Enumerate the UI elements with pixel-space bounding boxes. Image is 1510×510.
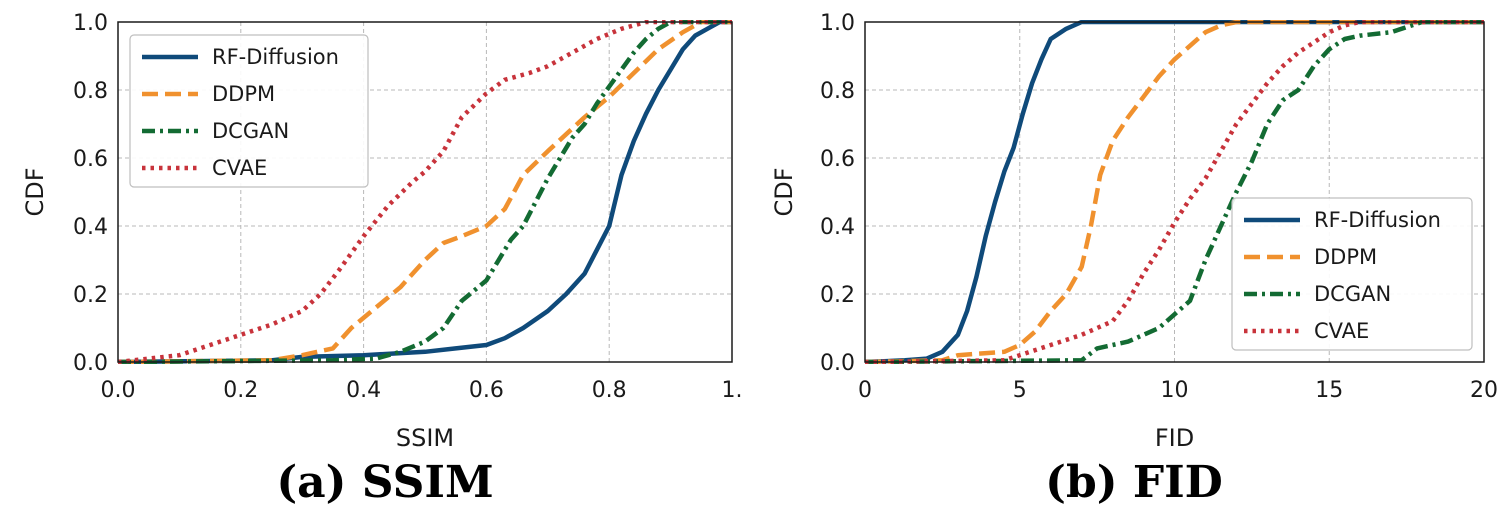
fid-cdf-chart: 0 5 10 15 20 0.0 0.2 0.4 0.6 0.8 1.0 FID CDF RF-Di… (770, 11, 1498, 508)
legend: RF-Diffusion DDPM DCGAN CVAE (129, 34, 369, 188)
legend-label: RF-Diffusion (212, 45, 339, 69)
series-line-rf-diffusion (118, 20, 732, 364)
series-line-rf-diffusion (865, 20, 1484, 364)
legend-box (1231, 197, 1473, 351)
y-tick-label: 0.0 (820, 351, 855, 376)
y-tick-label: 0.4 (73, 215, 108, 240)
y-tick-label: 0.4 (820, 215, 855, 240)
tick-labels: 0.0 0.2 0.4 0.6 0.8 1. 0.0 0.2 0.4 0.6 0.8 1.0 (73, 11, 743, 403)
legend-label: DCGAN (212, 119, 289, 143)
plot-frame (117, 21, 733, 363)
y-tick-label: 0.6 (73, 147, 108, 172)
x-tick-label: 0.8 (592, 378, 627, 403)
x-tick-label: 0.6 (469, 378, 504, 403)
x-axis-label: FID (1155, 424, 1194, 452)
legend-label: RF-Diffusion (1314, 208, 1441, 232)
x-tick-label: 1. (722, 378, 743, 403)
ssim-cdf-chart: 0.0 0.2 0.4 0.6 0.8 1. 0.0 0.2 0.4 0.6 0.8 1.0 SSIM… (21, 11, 743, 508)
series-line-ddpm (118, 20, 732, 364)
y-tick-label: 0.6 (820, 147, 855, 172)
legend-label: CVAE (212, 156, 267, 180)
legend: RF-Diffusion DDPM DCGAN CVAE (1231, 197, 1473, 351)
x-tick-label: 0.4 (346, 378, 381, 403)
x-axis-label: SSIM (396, 424, 454, 452)
y-axis-label: CDF (770, 167, 798, 216)
y-tick-label: 1.0 (73, 11, 108, 36)
y-tick-label: 1.0 (820, 11, 855, 36)
x-tick-label: 0 (858, 378, 872, 403)
y-tick-label: 0.0 (73, 351, 108, 376)
y-tick-label: 0.2 (73, 283, 108, 308)
panel-caption: (a) SSIM (276, 457, 493, 508)
legend-label: DDPM (1314, 245, 1377, 269)
plot-frame (864, 21, 1485, 363)
series-line-dcgan (118, 20, 732, 364)
legend-label: DCGAN (1314, 282, 1391, 306)
y-axis-label: CDF (21, 167, 49, 216)
x-tick-label: 5 (1013, 378, 1027, 403)
x-tick-label: 0.2 (223, 378, 258, 403)
x-tick-label: 0.0 (101, 378, 136, 403)
series-group (118, 20, 732, 364)
y-tick-label: 0.8 (820, 79, 855, 104)
legend-label: CVAE (1314, 319, 1369, 343)
legend-label: DDPM (212, 82, 275, 106)
x-tick-label: 20 (1470, 378, 1498, 403)
y-tick-label: 0.2 (820, 283, 855, 308)
series-line-cvae (865, 20, 1484, 364)
legend-box (129, 34, 369, 188)
x-tick-label: 10 (1161, 378, 1189, 403)
panel-caption: (b) FID (1045, 457, 1223, 508)
x-tick-label: 15 (1315, 378, 1343, 403)
series-line-ddpm (865, 20, 1484, 364)
series-group (865, 20, 1484, 364)
tick-labels: 0 5 10 15 20 0.0 0.2 0.4 0.6 0.8 1.0 (820, 11, 1498, 403)
y-tick-label: 0.8 (73, 79, 108, 104)
